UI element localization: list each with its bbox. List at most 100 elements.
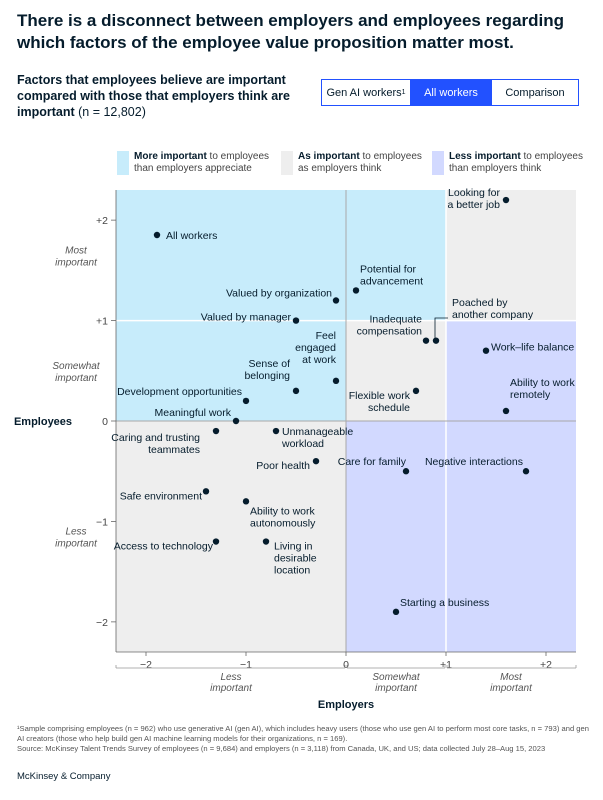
tab-comparison-label: Comparison	[505, 86, 565, 99]
data-point-label: Potential for advancement	[360, 263, 423, 287]
x-tick-label: −1	[240, 659, 252, 671]
data-point	[272, 427, 280, 435]
footnote: ¹Sample comprising employees (n = 962) w…	[17, 724, 592, 754]
data-point	[522, 468, 530, 475]
data-point	[352, 287, 360, 294]
data-point	[392, 608, 400, 616]
y-tick-label: −1	[96, 516, 108, 528]
data-point-label: Inadequate compensation	[357, 314, 423, 338]
y-tick-label: −2	[96, 617, 108, 629]
x-group-label: Somewhat	[372, 672, 420, 683]
legend-swatch-as	[281, 151, 293, 175]
y-group-label: Most	[65, 245, 88, 256]
legend-as-bold: As important	[298, 151, 360, 162]
data-point-label: Access to technology	[114, 541, 214, 553]
data-point-label: Flexible work schedule	[349, 390, 411, 414]
legend-less-important: Less important to employees than employer…	[432, 151, 583, 175]
data-point-label: Safe environment	[120, 490, 202, 502]
data-point	[332, 297, 340, 304]
tab-comparison[interactable]: Comparison	[492, 80, 578, 105]
legend-as-important: As important to employees as employers th…	[281, 151, 422, 175]
data-point-label: Work–life balance	[491, 342, 574, 354]
data-point	[242, 397, 250, 405]
tab-gen-ai-workers-label: Gen AI workers	[326, 86, 402, 99]
x-group-label: important	[210, 683, 253, 694]
data-point	[432, 337, 440, 344]
data-point-label: Valued by organization	[226, 287, 332, 299]
footnote-sample: ¹Sample comprising employees (n = 962) w…	[17, 724, 589, 743]
x-tick-label: 0	[343, 659, 349, 671]
y-tick-label: 0	[102, 416, 108, 428]
data-point-label: Ability to work autonomously	[250, 505, 316, 529]
view-tabs: Gen AI workers 1 All workers Comparison	[321, 79, 579, 106]
data-point-label: Valued by manager	[201, 312, 292, 324]
data-point-label: Care for family	[338, 456, 407, 468]
y-group-label: Somewhat	[52, 361, 100, 372]
zone-more-important	[116, 190, 446, 321]
data-point	[502, 407, 510, 415]
chart-subtitle: Factors that employees believe are impor…	[17, 72, 317, 120]
data-point	[212, 427, 220, 435]
tab-all-workers-label: All workers	[424, 86, 478, 99]
data-point-label: Ability to work remotely	[510, 377, 576, 401]
y-group-label: important	[55, 373, 98, 384]
subtitle-main: Factors that employees believe are impor…	[17, 73, 290, 119]
legend-less-rest: to employees	[520, 151, 583, 162]
tab-gen-ai-workers[interactable]: Gen AI workers 1	[322, 80, 410, 105]
y-axis-title: Employees	[14, 416, 72, 428]
data-point	[292, 387, 300, 395]
data-point-label: Sense of belonging	[244, 358, 290, 382]
x-group-label: important	[490, 683, 533, 694]
legend-text-as: As important to employees as employers th…	[298, 151, 422, 175]
data-point	[262, 538, 270, 545]
data-point-label: Feel engaged at work	[295, 330, 337, 366]
legend-text-less: Less important to employees than employer…	[449, 151, 583, 175]
data-point-label: Negative interactions	[425, 456, 523, 468]
subtitle-sample-size: (n = 12,802)	[74, 105, 146, 119]
legend-more-line2: than employers appreciate	[134, 163, 252, 174]
data-point	[292, 317, 300, 324]
tab-all-workers[interactable]: All workers	[410, 80, 492, 105]
x-tick-label: +2	[540, 659, 552, 671]
legend-more-bold: More important	[134, 151, 207, 162]
label-leader-line	[434, 317, 448, 343]
y-group-label: Less	[65, 527, 86, 538]
data-point	[202, 488, 210, 495]
legend-more-rest: to employees	[206, 151, 270, 162]
page-title: There is a disconnect between employers …	[17, 11, 565, 52]
x-tick-label: +1	[440, 659, 452, 671]
series-key-label: All workers	[166, 230, 217, 242]
data-point	[502, 196, 510, 204]
x-group-label: Less	[220, 672, 241, 683]
y-tick-label: +2	[96, 215, 108, 227]
legend-as-rest: to employees	[359, 151, 422, 162]
x-axis-title: Employers	[318, 699, 374, 711]
data-point	[422, 337, 430, 344]
data-point	[242, 498, 250, 505]
data-point	[232, 417, 240, 425]
data-point	[402, 468, 410, 475]
data-point-label: Poor health	[256, 460, 310, 472]
y-group-label: important	[55, 257, 98, 268]
x-tick-label: −2	[140, 659, 152, 671]
data-point-label: Living in desirable location	[274, 541, 317, 577]
data-point-label: Looking for a better job	[447, 187, 500, 211]
data-point-label: Caring and trusting teammates	[111, 432, 200, 456]
legend-less-line2: than employers think	[449, 163, 542, 174]
legend-swatch-less	[432, 151, 444, 175]
zone-more-important	[116, 320, 346, 421]
data-point	[332, 377, 340, 385]
data-point	[482, 347, 490, 354]
brand-name: McKinsey & Company	[17, 771, 111, 782]
tab-footnote-marker: 1	[401, 89, 406, 96]
footnote-source: Source: McKinsey Talent Trends Survey of…	[17, 744, 546, 753]
data-point-label: Meaningful work	[155, 407, 232, 419]
x-group-label: Most	[500, 672, 523, 683]
scatter-chart: +2+10−1−2−2 −1 0 +1 +2MostimportantSomewhati…	[14, 187, 577, 711]
data-point	[312, 457, 320, 465]
data-point	[412, 387, 420, 395]
data-point	[212, 538, 220, 545]
data-point-label: Poached by another company	[452, 297, 534, 321]
legend-less-bold: Less important	[449, 151, 521, 162]
series-key-dot	[153, 231, 161, 239]
